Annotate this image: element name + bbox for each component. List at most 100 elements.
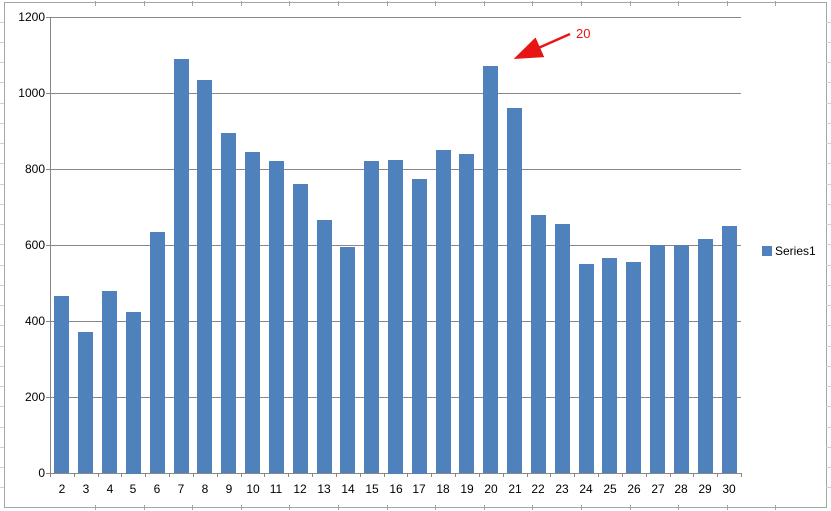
sheet-col-stub xyxy=(338,1,339,6)
x-axis-label: 27 xyxy=(651,482,665,496)
bar-10[interactable] xyxy=(245,152,260,473)
x-axis-label: 6 xyxy=(153,482,161,496)
sheet-col-stub xyxy=(435,505,436,510)
sheet-row-stub xyxy=(0,42,4,43)
sheet-col-stub xyxy=(775,1,776,6)
sheet-row-stub xyxy=(826,427,831,428)
bar-12[interactable] xyxy=(293,184,308,473)
bar-30[interactable] xyxy=(722,226,737,473)
bar-9[interactable] xyxy=(221,133,236,473)
sheet-row-stub xyxy=(826,346,831,347)
x-tick xyxy=(574,473,575,477)
bar-16[interactable] xyxy=(388,160,403,474)
x-axis-label: 16 xyxy=(389,482,403,496)
sheet-col-stub xyxy=(95,505,96,510)
bar-7[interactable] xyxy=(174,59,189,473)
bar-3[interactable] xyxy=(78,332,93,473)
sheet-col-stub xyxy=(241,505,242,510)
x-tick xyxy=(479,473,480,477)
x-axis-label: 20 xyxy=(484,482,498,496)
x-axis-label: 13 xyxy=(317,482,331,496)
x-tick xyxy=(622,473,623,477)
x-axis-label: 9 xyxy=(225,482,233,496)
bar-11[interactable] xyxy=(269,161,284,473)
x-tick xyxy=(169,473,170,477)
bar-29[interactable] xyxy=(698,239,713,473)
sheet-row-stub xyxy=(0,123,4,124)
sheet-row-stub xyxy=(826,447,831,448)
legend[interactable]: Series1 xyxy=(762,245,816,257)
x-axis-label: 24 xyxy=(579,482,593,496)
bar-2[interactable] xyxy=(54,296,69,473)
x-axis-label: 12 xyxy=(293,482,307,496)
bar-20[interactable] xyxy=(483,66,498,473)
x-tick xyxy=(503,473,504,477)
sheet-col-stub xyxy=(630,1,631,6)
sheet-row-stub xyxy=(826,204,831,205)
x-tick xyxy=(288,473,289,477)
bar-13[interactable] xyxy=(317,220,332,473)
x-tick xyxy=(598,473,599,477)
bar-25[interactable] xyxy=(602,258,617,473)
sheet-row-stub xyxy=(0,204,4,205)
x-axis-label: 7 xyxy=(177,482,185,496)
sheet-row-stub xyxy=(826,406,831,407)
sheet-row-stub xyxy=(0,427,4,428)
bar-28[interactable] xyxy=(674,245,689,473)
x-axis-label: 30 xyxy=(722,482,736,496)
sheet-col-stub xyxy=(192,505,193,510)
sheet-row-stub xyxy=(0,366,4,367)
bar-21[interactable] xyxy=(507,108,522,473)
sheet-col-stub xyxy=(192,1,193,6)
y-axis-label: 0 xyxy=(38,466,45,480)
x-tick xyxy=(455,473,456,477)
sheet-col-stub xyxy=(289,505,290,510)
x-tick xyxy=(527,473,528,477)
sheet-row-stub xyxy=(826,467,831,468)
sheet-row-stub xyxy=(0,346,4,347)
x-tick xyxy=(646,473,647,477)
sheet-col-stub xyxy=(144,505,145,510)
x-tick xyxy=(670,473,671,477)
sheet-row-stub xyxy=(0,143,4,144)
bar-27[interactable] xyxy=(650,245,665,473)
bar-4[interactable] xyxy=(102,291,117,473)
bar-26[interactable] xyxy=(626,262,641,473)
y-axis-label: 200 xyxy=(24,390,45,404)
sheet-row-stub xyxy=(826,82,831,83)
sheet-row-stub xyxy=(826,143,831,144)
sheet-row-stub xyxy=(826,163,831,164)
bar-18[interactable] xyxy=(436,150,451,473)
bar-5[interactable] xyxy=(126,312,141,474)
bar-15[interactable] xyxy=(364,161,379,473)
sheet-col-stub xyxy=(775,505,776,510)
sheet-row-stub xyxy=(0,285,4,286)
bar-22[interactable] xyxy=(531,215,546,473)
y-tick xyxy=(46,93,50,94)
annotation-arrow[interactable] xyxy=(500,23,600,71)
x-tick xyxy=(360,473,361,477)
bar-19[interactable] xyxy=(459,154,474,473)
bar-14[interactable] xyxy=(340,247,355,473)
sheet-row-stub xyxy=(826,487,831,488)
sheet-col-stub xyxy=(581,1,582,6)
y-tick xyxy=(46,245,50,246)
bar-24[interactable] xyxy=(579,264,594,473)
sheet-col-stub xyxy=(630,505,631,510)
bar-23[interactable] xyxy=(555,224,570,473)
sheet-row-stub xyxy=(826,366,831,367)
bar-8[interactable] xyxy=(197,80,212,473)
sheet-col-stub xyxy=(727,505,728,510)
sheet-row-stub xyxy=(0,386,4,387)
y-tick xyxy=(46,169,50,170)
sheet-row-stub xyxy=(826,325,831,326)
bar-6[interactable] xyxy=(150,232,165,473)
annotation-label[interactable]: 20 xyxy=(576,26,591,41)
sheet-row-stub xyxy=(0,447,4,448)
x-tick xyxy=(98,473,99,477)
x-axis-label: 17 xyxy=(412,482,426,496)
x-axis-label: 28 xyxy=(674,482,688,496)
bar-17[interactable] xyxy=(412,179,427,474)
sheet-row-stub xyxy=(826,224,831,225)
